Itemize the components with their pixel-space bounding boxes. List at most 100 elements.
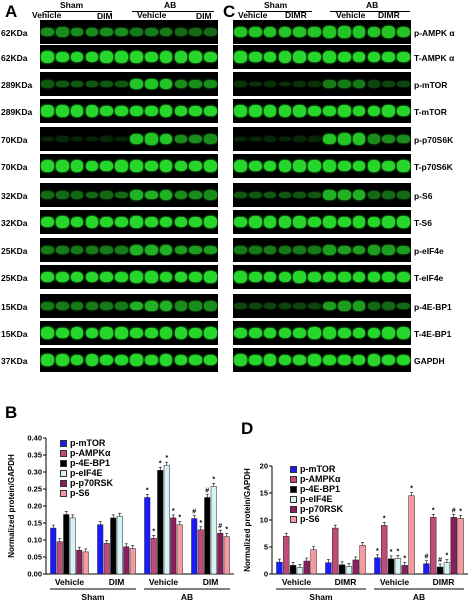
blot-band: [174, 327, 188, 339]
category-label: Vehicle: [149, 577, 179, 587]
legend-swatch: [60, 489, 67, 497]
significance-marker: *: [397, 548, 400, 555]
blot-band: [70, 191, 84, 199]
legend-label: p-eIF4E: [300, 494, 333, 504]
panel-c-ab-underline: [330, 11, 410, 12]
protein-label: T-4E-BP1: [414, 329, 452, 339]
blot-band: [234, 136, 247, 142]
blot-strip: [40, 294, 218, 318]
significance-marker: *: [383, 515, 386, 522]
blot-band: [85, 191, 99, 199]
blot-band: [130, 190, 143, 200]
blot-band: [278, 271, 292, 283]
blot-band: [159, 51, 173, 63]
blot-band: [144, 78, 158, 90]
blot-band: [263, 246, 277, 254]
panel-d-letter: D: [241, 419, 254, 438]
blot-band: [130, 354, 143, 366]
blot-band: [100, 80, 114, 88]
blot-band: [234, 271, 247, 283]
blot-band: [189, 301, 203, 311]
group-label: AB: [413, 592, 425, 602]
bar-p-p70RSK: [170, 517, 177, 575]
blot-band: [174, 245, 188, 255]
blot-band: [278, 216, 292, 228]
blot-band: [189, 245, 203, 255]
panel-a-ab-label: AB: [164, 0, 177, 10]
blot-strip: [233, 45, 411, 69]
protein-label: GAPDH: [414, 356, 445, 366]
kda-label: 62KDa: [1, 53, 28, 63]
blot-band: [263, 216, 277, 228]
blot-band: [144, 327, 158, 339]
bar-p-4E-BP1: [157, 470, 164, 575]
significance-marker: #: [192, 509, 196, 516]
y-tick-label: 0.15: [27, 519, 42, 528]
blot-strip: [40, 20, 218, 44]
blot-band: [55, 327, 69, 339]
blot-band: [189, 160, 203, 172]
legend-entry: p-AMPKα: [60, 448, 113, 458]
blot-band: [85, 27, 99, 37]
significance-marker: #: [452, 507, 456, 514]
blot-strip: [40, 238, 218, 262]
blot-band: [189, 216, 203, 228]
blot-band: [397, 216, 410, 228]
blot-band: [130, 216, 143, 228]
legend-entry: p-S6: [290, 514, 343, 524]
blot-band: [352, 133, 366, 145]
blot-band: [352, 271, 366, 283]
bar-p-S6: [408, 495, 415, 575]
panel-a-vehicle2-label: Vehicle: [137, 10, 167, 20]
blot-band: [382, 354, 396, 366]
blot-band: [337, 327, 351, 339]
blot-band: [234, 51, 247, 63]
blot-band: [100, 191, 114, 199]
blot-band: [323, 80, 336, 88]
blot-band: [308, 51, 321, 63]
blot-band: [55, 245, 69, 255]
significance-marker: #: [424, 554, 428, 561]
blot-band: [174, 28, 188, 36]
blot-band: [397, 191, 410, 199]
bar-p-S6: [82, 551, 89, 575]
kda-label: 15KDa: [1, 302, 28, 312]
blot-band: [397, 327, 410, 339]
significance-marker: *: [146, 488, 149, 495]
legend-swatch: [290, 475, 297, 483]
blot-band: [337, 190, 351, 200]
blot-band: [41, 190, 54, 200]
blot-band: [234, 160, 247, 172]
blot-band: [100, 160, 114, 172]
blot-band: [308, 191, 321, 199]
blot-band: [85, 327, 99, 339]
blot-band: [100, 245, 114, 255]
blot-band: [144, 354, 158, 366]
blot-band: [278, 327, 292, 339]
blot-band: [308, 105, 321, 117]
blot-band: [159, 354, 173, 366]
bar-p-mTOR: [144, 497, 151, 575]
bar-p-S6: [129, 548, 136, 575]
blot-band: [323, 51, 336, 63]
blot-band: [85, 354, 99, 366]
blot-band: [308, 354, 321, 366]
blot-band: [159, 327, 173, 339]
blot-band: [55, 136, 69, 142]
blot-band: [263, 327, 277, 339]
blot-band: [323, 133, 336, 145]
legend-swatch: [290, 505, 297, 513]
blot-band: [130, 51, 143, 63]
blot-band: [263, 271, 277, 283]
protein-label: T-S6: [414, 218, 432, 228]
blot-band: [174, 190, 188, 200]
blot-band: [204, 160, 217, 172]
blot-band: [308, 327, 321, 339]
blot-band: [130, 133, 143, 145]
significance-marker: #: [218, 523, 222, 530]
legend-swatch: [60, 479, 67, 487]
blot-band: [100, 105, 114, 117]
blot-band: [263, 105, 277, 117]
kda-label: 62KDa: [1, 28, 28, 38]
blot-band: [367, 302, 381, 310]
